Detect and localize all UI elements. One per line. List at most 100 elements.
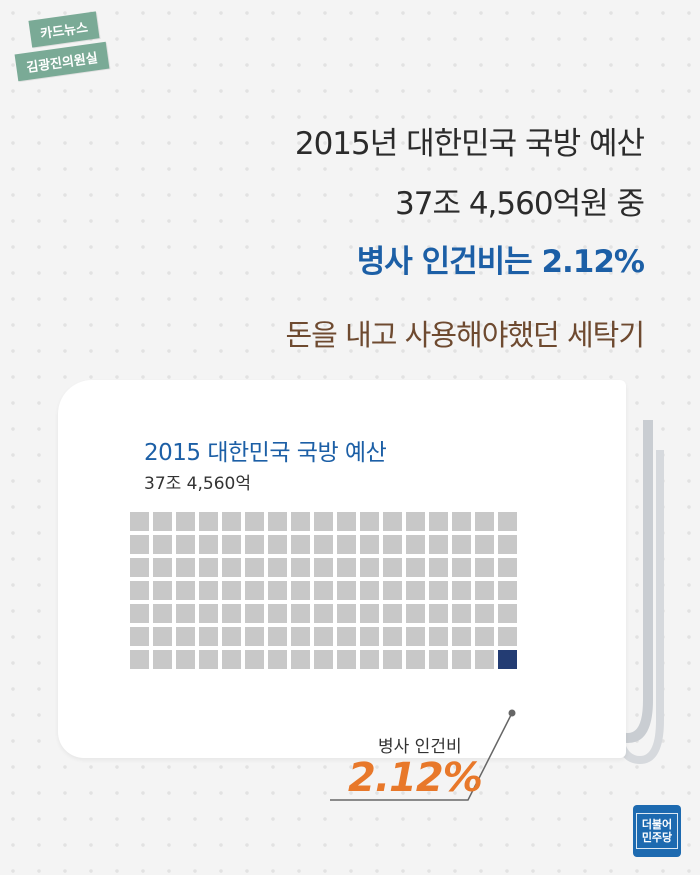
grid-cell (452, 558, 471, 577)
grid-cell (176, 627, 195, 646)
grid-cell (291, 604, 310, 623)
grid-cell (199, 627, 218, 646)
grid-cell (337, 535, 356, 554)
grid-cell (268, 535, 287, 554)
grid-cell (130, 604, 149, 623)
grid-cell (268, 650, 287, 669)
grid-cell (291, 581, 310, 600)
grid-cell (314, 512, 333, 531)
grid-cell (245, 581, 264, 600)
pointer-dot (508, 709, 516, 717)
grid-cell (337, 581, 356, 600)
grid-cell (406, 650, 425, 669)
grid-cell (245, 535, 264, 554)
headline-percentage: 병사 인건비는 2.12% (356, 244, 645, 280)
headline-amount: 37조 4,560억원 중 (395, 186, 645, 222)
grid-cell (360, 604, 379, 623)
grid-cell (406, 581, 425, 600)
grid-cell (337, 558, 356, 577)
grid-cell (314, 627, 333, 646)
grid-cell (176, 535, 195, 554)
grid-cell (429, 581, 448, 600)
grid-cell (383, 627, 402, 646)
grid-cell (452, 535, 471, 554)
grid-cell (176, 604, 195, 623)
grid-cell (245, 604, 264, 623)
grid-cell (475, 650, 494, 669)
grid-cell (429, 627, 448, 646)
logo-line1: 더불어 (641, 818, 673, 831)
grid-cell (314, 604, 333, 623)
grid-cell (222, 650, 241, 669)
grid-cell (360, 558, 379, 577)
callout-label: 병사 인건비 (378, 737, 462, 757)
grid-cell (337, 512, 356, 531)
grid-cell (429, 535, 448, 554)
grid-cell (383, 604, 402, 623)
grid-cell (452, 627, 471, 646)
grid-cell (222, 604, 241, 623)
grid-cell (245, 558, 264, 577)
grid-cell (291, 535, 310, 554)
grid-cell (130, 512, 149, 531)
grid-cell (268, 512, 287, 531)
grid-cell (475, 627, 494, 646)
grid-cell (406, 627, 425, 646)
grid-cell (222, 581, 241, 600)
grid-cell (268, 604, 287, 623)
grid-cell (383, 581, 402, 600)
grid-cell (314, 650, 333, 669)
paper-subtitle: 37조 4,560억 (144, 474, 251, 494)
grid-cell (245, 512, 264, 531)
grid-cell (130, 650, 149, 669)
grid-cell (268, 558, 287, 577)
grid-cell (337, 650, 356, 669)
grid-cell (383, 650, 402, 669)
grid-cell (383, 535, 402, 554)
grid-cell (429, 512, 448, 531)
grid-cell (176, 650, 195, 669)
paper-title: 2015 대한민국 국방 예산 (144, 440, 387, 466)
party-logo: 더불어 민주당 (633, 805, 681, 857)
grid-cell (291, 558, 310, 577)
grid-cell (406, 512, 425, 531)
grid-cell (130, 581, 149, 600)
grid-cell (383, 512, 402, 531)
grid-cell (314, 558, 333, 577)
grid-cell (199, 512, 218, 531)
grid-cell (498, 581, 517, 600)
grid-cell (498, 558, 517, 577)
grid-cell (498, 535, 517, 554)
logo-line2: 민주당 (641, 831, 673, 844)
grid-cell (360, 535, 379, 554)
grid-cell (475, 512, 494, 531)
grid-cell (475, 604, 494, 623)
budget-unit-grid (130, 512, 517, 669)
grid-cell (452, 650, 471, 669)
grid-cell (130, 627, 149, 646)
grid-cell-highlight (498, 650, 517, 669)
grid-cell (222, 627, 241, 646)
grid-cell (498, 512, 517, 531)
grid-cell (498, 627, 517, 646)
grid-cell (314, 535, 333, 554)
grid-cell (452, 581, 471, 600)
grid-cell (475, 558, 494, 577)
grid-cell (176, 581, 195, 600)
pointer-line (330, 712, 513, 801)
callout-value: 2.12% (348, 755, 483, 801)
grid-cell (153, 604, 172, 623)
grid-cell (153, 650, 172, 669)
grid-cell (406, 535, 425, 554)
grid-cell (314, 581, 333, 600)
grid-cell (291, 650, 310, 669)
grid-cell (429, 650, 448, 669)
grid-cell (130, 558, 149, 577)
grid-cell (176, 512, 195, 531)
grid-cell (222, 558, 241, 577)
grid-cell (222, 535, 241, 554)
grid-cell (452, 512, 471, 531)
grid-cell (360, 627, 379, 646)
grid-cell (245, 650, 264, 669)
grid-cell (153, 558, 172, 577)
